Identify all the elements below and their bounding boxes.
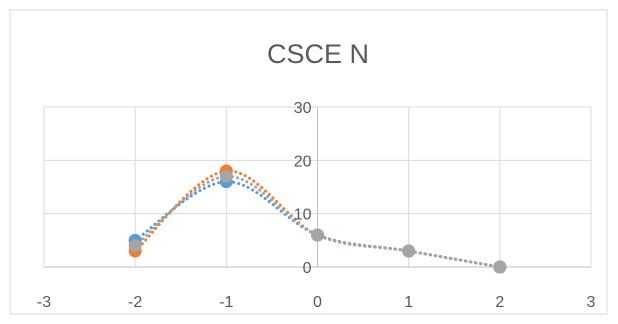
- x-tick-label: -1: [219, 294, 233, 311]
- chart-border: [9, 9, 608, 315]
- series-line: [133, 174, 502, 269]
- series-group: [128, 164, 507, 274]
- series-3: [128, 169, 507, 274]
- x-tick-label: -3: [37, 294, 51, 311]
- data-point: [493, 260, 507, 274]
- chart-title: CSCE N: [267, 39, 369, 69]
- data-point: [128, 239, 142, 253]
- y-tick-label: 0: [303, 260, 312, 277]
- y-tick-label: 30: [294, 100, 312, 117]
- x-tick-label: 1: [404, 294, 413, 311]
- x-tick-label: 3: [587, 294, 596, 311]
- data-point: [219, 169, 233, 183]
- data-point: [402, 244, 416, 258]
- y-tick-label: 10: [294, 207, 312, 224]
- data-point: [311, 228, 324, 242]
- x-tick-label: 2: [495, 294, 504, 311]
- y-tick-label: 20: [294, 153, 312, 170]
- x-tick-label: 0: [313, 294, 322, 311]
- x-tick-label: -2: [128, 294, 142, 311]
